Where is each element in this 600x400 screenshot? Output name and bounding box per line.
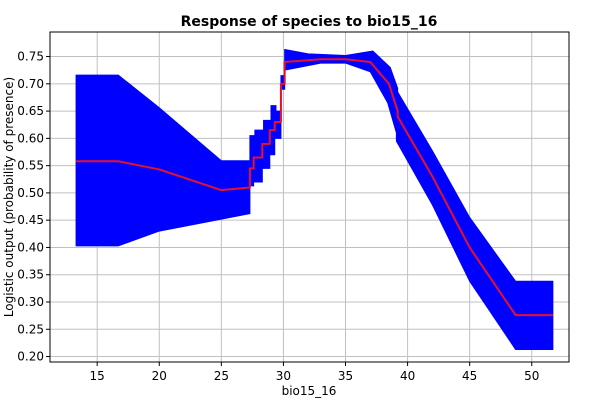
y-tick-label: 0.40 xyxy=(17,240,44,254)
axis-ticks: 15 20 25 30 35 40 45 50 0.20 0.25 0.30 0.35 0.40 0.45… xyxy=(17,50,539,383)
band-area xyxy=(75,48,554,350)
y-tick-label: 0.35 xyxy=(17,268,44,282)
y-tick-label: 0.65 xyxy=(17,104,44,118)
x-tick-label: 30 xyxy=(276,369,291,383)
x-tick-label: 15 xyxy=(90,369,105,383)
y-tick-label: 0.20 xyxy=(17,350,44,364)
plot-frame xyxy=(49,31,570,363)
mean-line xyxy=(76,58,553,317)
y-tick-label: 0.50 xyxy=(17,186,44,200)
x-tick-label: 45 xyxy=(462,369,477,383)
y-tick-label: 0.70 xyxy=(17,77,44,91)
y-tick-label: 0.60 xyxy=(17,131,44,145)
y-tick-label: 0.45 xyxy=(17,213,44,227)
chart-title: Response of species to bio15_16 xyxy=(181,14,438,30)
grid xyxy=(50,32,569,362)
x-tick-label: 40 xyxy=(400,369,415,383)
x-axis-label: bio15_16 xyxy=(282,384,337,398)
x-tick-label: 25 xyxy=(214,369,229,383)
x-tick-label: 20 xyxy=(152,369,167,383)
confidence-band xyxy=(75,48,554,350)
y-tick-label: 0.55 xyxy=(17,159,44,173)
x-tick-label: 50 xyxy=(524,369,539,383)
y-axis-label: Logistic output (probability of presence… xyxy=(2,77,16,317)
y-tick-label: 0.30 xyxy=(17,295,44,309)
y-tick-label: 0.25 xyxy=(17,322,44,336)
y-tick-label: 0.75 xyxy=(17,50,44,64)
x-tick-label: 35 xyxy=(338,369,353,383)
mean-response-line xyxy=(76,58,553,317)
